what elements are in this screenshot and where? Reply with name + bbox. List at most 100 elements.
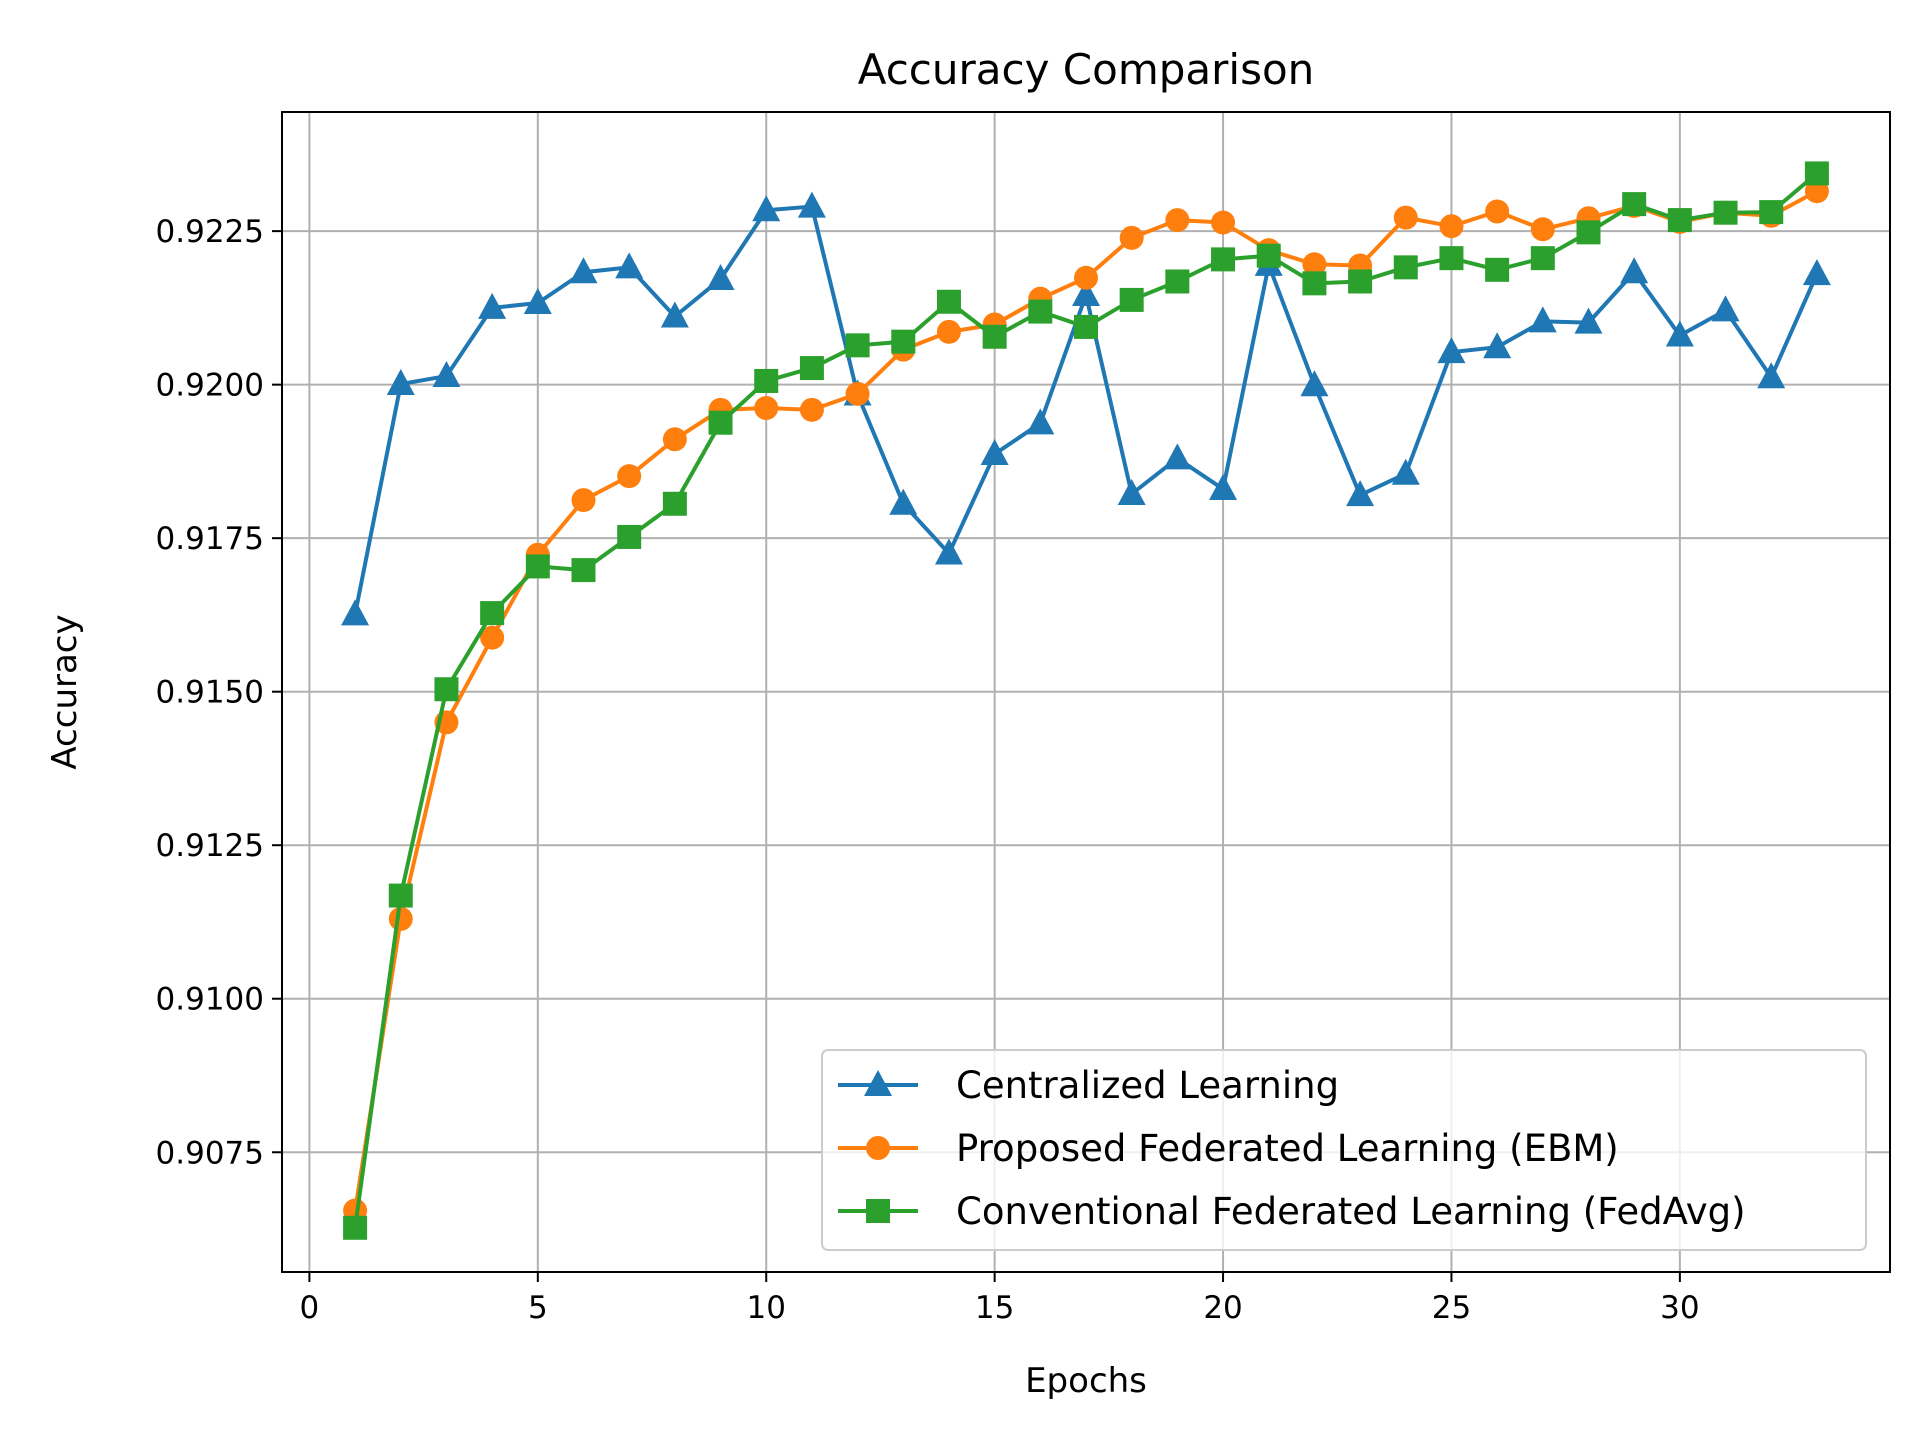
data-point <box>523 287 552 314</box>
legend-label: Centralized Learning <box>956 1064 1339 1107</box>
data-point <box>980 439 1009 466</box>
y-tick-label: 0.9125 <box>156 828 264 864</box>
data-point <box>1302 271 1327 296</box>
legend-box <box>821 1049 1867 1251</box>
data-point <box>1028 299 1053 324</box>
data-point <box>797 191 826 218</box>
x-tick-label: 20 <box>1203 1290 1242 1326</box>
data-point <box>1711 295 1740 322</box>
data-point <box>1393 205 1418 230</box>
data-point <box>1165 269 1190 294</box>
data-point <box>1165 208 1190 233</box>
data-point <box>388 883 413 908</box>
data-point <box>571 488 596 513</box>
data-point <box>1302 252 1327 277</box>
data-point <box>1804 161 1829 186</box>
data-point <box>1485 257 1510 282</box>
data-point <box>708 410 733 435</box>
legend-marker <box>864 1070 892 1096</box>
data-point <box>386 369 415 396</box>
grid-lines <box>282 112 1890 1272</box>
data-point <box>662 427 687 452</box>
data-point <box>525 554 550 579</box>
data-point <box>662 491 687 516</box>
data-point <box>754 368 779 393</box>
data-point <box>1117 478 1146 505</box>
y-tick-label: 0.9175 <box>156 521 264 557</box>
data-point <box>1622 192 1647 217</box>
data-point <box>617 464 642 489</box>
data-point <box>1026 408 1055 435</box>
data-point <box>341 599 370 626</box>
data-point <box>1439 214 1464 239</box>
data-point <box>343 1215 368 1240</box>
data-point <box>706 264 735 291</box>
x-tick-label: 5 <box>528 1290 548 1326</box>
data-point <box>1211 247 1236 272</box>
legend: Centralized Learning Proposed Federated L… <box>821 1049 1867 1251</box>
data-point <box>1576 220 1601 245</box>
data-point <box>1393 255 1418 280</box>
x-tick-label: 15 <box>975 1290 1014 1326</box>
x-tick-label: 30 <box>1660 1290 1699 1326</box>
data-point <box>1713 200 1738 225</box>
data-point <box>1209 474 1238 501</box>
data-point <box>478 292 507 319</box>
data-point <box>1072 279 1100 306</box>
data-point <box>936 289 961 314</box>
data-point <box>1256 243 1281 268</box>
data-point <box>1485 199 1510 224</box>
data-point <box>480 601 505 626</box>
data-point <box>936 319 961 344</box>
chart-title: Accuracy Comparison <box>858 45 1315 94</box>
data-point <box>1574 307 1603 334</box>
y-tick-label: 0.9200 <box>156 368 264 404</box>
data-point <box>434 677 459 702</box>
data-point <box>1665 320 1694 347</box>
data-point <box>571 558 596 583</box>
data-point <box>891 329 916 354</box>
data-point <box>1667 208 1692 233</box>
data-point <box>569 257 598 284</box>
data-point <box>1620 257 1649 284</box>
data-point <box>1074 265 1098 290</box>
data-point <box>1211 210 1236 235</box>
data-point <box>480 625 505 650</box>
data-point <box>1802 259 1831 286</box>
x-tick-label: 0 <box>300 1290 320 1326</box>
y-tick-label: 0.9100 <box>156 982 264 1018</box>
data-point <box>1348 269 1373 294</box>
legend-marker <box>866 1136 890 1160</box>
legend-label: Conventional Federated Learning (FedAvg) <box>956 1190 1746 1233</box>
data-point <box>1759 200 1784 225</box>
data-point <box>845 381 870 406</box>
x-axis-title: Epochs <box>1025 1361 1147 1401</box>
data-point <box>1528 306 1557 333</box>
legend-marker <box>866 1199 890 1223</box>
x-tick-label: 25 <box>1432 1290 1471 1326</box>
data-point <box>754 395 779 420</box>
data-point <box>1074 314 1098 339</box>
axis-ticks: 0 5 10 15 20 25 30 0.9075 0.9100 0.9125 0.9150 0.91… <box>156 214 1700 1326</box>
y-tick-label: 0.9150 <box>156 675 264 711</box>
data-point <box>432 361 461 388</box>
y-tick-label: 0.9225 <box>156 214 264 250</box>
data-point <box>1163 443 1192 470</box>
data-point <box>799 397 824 422</box>
data-point <box>934 538 963 565</box>
data-point <box>1530 246 1555 271</box>
data-point <box>1119 287 1144 312</box>
data-point <box>1757 362 1786 389</box>
data-point <box>1530 217 1555 242</box>
y-tick-label: 0.9075 <box>156 1135 264 1171</box>
y-axis-title: Accuracy <box>45 614 85 769</box>
legend-label: Proposed Federated Learning (EBM) <box>956 1127 1619 1170</box>
data-point <box>660 301 689 328</box>
data-point <box>1391 458 1420 485</box>
data-point <box>982 324 1007 349</box>
data-point <box>1437 337 1466 364</box>
series-lines <box>341 161 1831 1240</box>
x-tick-label: 10 <box>747 1290 786 1326</box>
series-1 <box>341 191 1831 626</box>
